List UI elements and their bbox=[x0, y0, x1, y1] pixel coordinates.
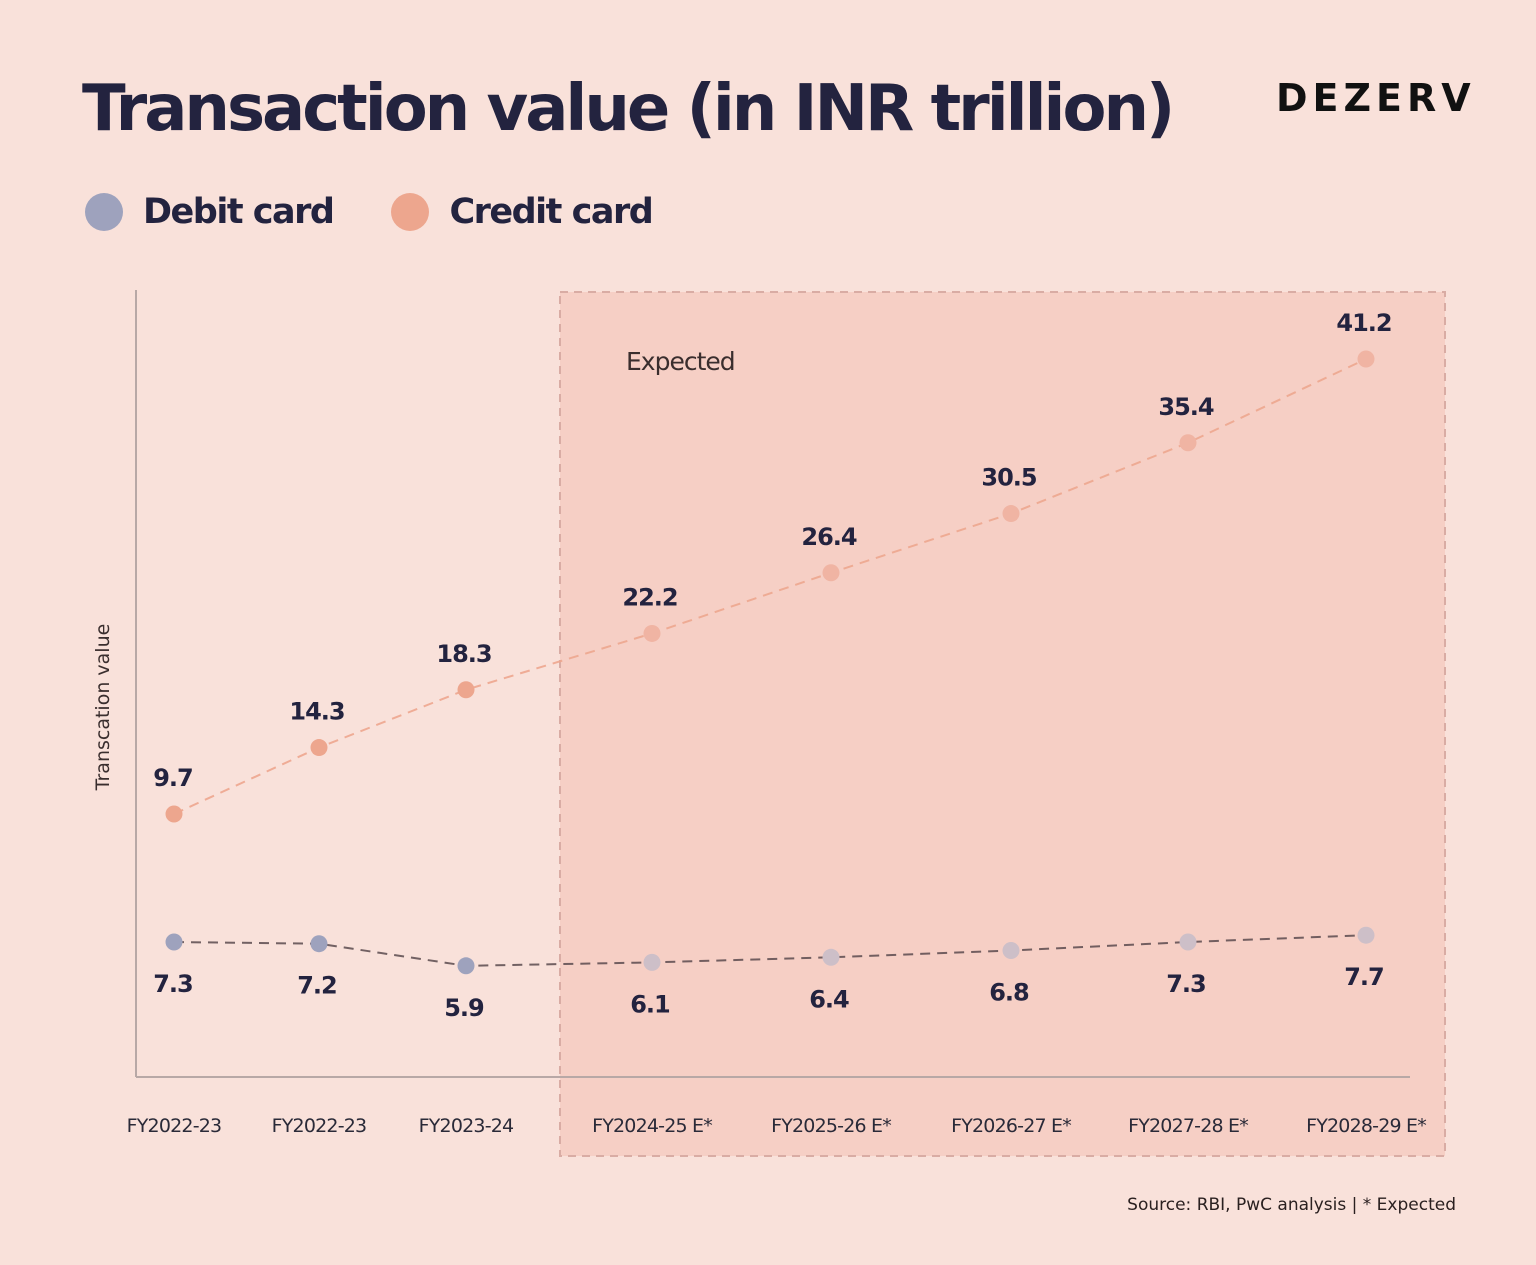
debit-point bbox=[1357, 926, 1375, 944]
debit-point bbox=[1002, 942, 1020, 959]
debit-data-label: 7.3 bbox=[153, 970, 193, 998]
credit-data-label: 18.3 bbox=[436, 640, 491, 668]
debit-point bbox=[310, 935, 328, 953]
credit-data-label: 41.2 bbox=[1336, 309, 1391, 337]
credit-point bbox=[310, 739, 328, 757]
debit-data-label: 6.4 bbox=[809, 985, 849, 1013]
credit-point bbox=[822, 564, 840, 582]
x-tick-label: FY2022-23 bbox=[272, 1115, 367, 1137]
x-tick-label: FY2026-27 E* bbox=[951, 1115, 1071, 1137]
credit-point bbox=[1357, 350, 1375, 368]
legend-label-debit: Debit card bbox=[143, 192, 335, 232]
source-note: Source: RBI, PwC analysis | * Expected bbox=[1127, 1195, 1456, 1215]
debit-data-label: 5.9 bbox=[444, 994, 484, 1022]
x-tick-label: FY2023-24 bbox=[419, 1115, 514, 1137]
credit-point bbox=[1002, 505, 1020, 523]
credit-point bbox=[643, 624, 661, 642]
expected-region bbox=[559, 291, 1446, 1157]
legend-label-credit: Credit card bbox=[449, 192, 653, 232]
x-tick-label: FY2027-28 E* bbox=[1128, 1115, 1248, 1137]
legend-dot-credit-icon bbox=[391, 193, 430, 231]
legend-item-credit: Credit card bbox=[391, 192, 654, 232]
debit-point bbox=[643, 953, 661, 971]
legend-item-debit: Debit card bbox=[85, 192, 335, 232]
debit-data-label: 7.2 bbox=[297, 972, 337, 1000]
debit-point bbox=[1179, 933, 1197, 951]
credit-point bbox=[1179, 434, 1197, 452]
credit-data-label: 35.4 bbox=[1158, 393, 1214, 421]
debit-data-label: 7.3 bbox=[1166, 970, 1206, 998]
x-tick-label: FY2024-25 E* bbox=[592, 1115, 712, 1137]
y-axis-label: Transcation value bbox=[92, 623, 114, 791]
credit-data-label: 26.4 bbox=[801, 523, 857, 551]
x-tick-label: FY2028-29 E* bbox=[1306, 1115, 1426, 1137]
brand-logo: DEZERV bbox=[1276, 76, 1476, 120]
legend-dot-debit-icon bbox=[85, 193, 123, 231]
debit-point bbox=[165, 933, 183, 951]
expected-region-label: Expected bbox=[626, 347, 735, 376]
debit-series-line bbox=[173, 934, 1367, 967]
chart-title: Transaction value (in INR trillion) bbox=[82, 72, 1175, 146]
credit-data-label: 22.2 bbox=[622, 583, 677, 611]
debit-data-label: 6.8 bbox=[989, 979, 1029, 1007]
credit-data-label: 30.5 bbox=[981, 464, 1037, 492]
debit-point bbox=[822, 948, 840, 966]
credit-point bbox=[457, 681, 475, 699]
credit-data-label: 14.3 bbox=[289, 698, 344, 726]
x-tick-label: FY2025-26 E* bbox=[771, 1115, 891, 1137]
legend: Debit card Credit card bbox=[85, 192, 710, 232]
debit-data-label: 6.1 bbox=[630, 990, 670, 1018]
credit-data-label: 9.7 bbox=[153, 764, 193, 792]
debit-point bbox=[457, 957, 475, 975]
credit-point bbox=[165, 805, 183, 823]
debit-data-label: 7.7 bbox=[1344, 963, 1384, 991]
x-tick-label: FY2022-23 bbox=[127, 1115, 222, 1137]
